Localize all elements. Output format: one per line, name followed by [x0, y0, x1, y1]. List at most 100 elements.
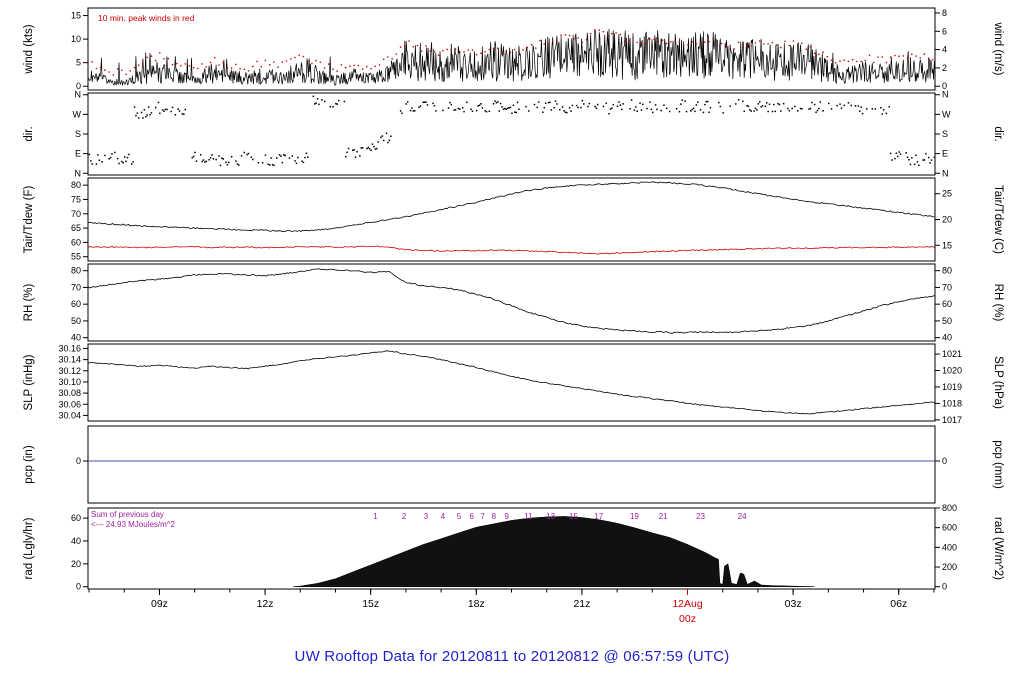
rh-frame [87, 263, 936, 342]
dir-right-tick-label: E [942, 149, 948, 159]
rh-left-tick-label: 70 [71, 282, 81, 292]
tdew_f-trace [88, 245, 935, 255]
rh-left-tick-label: 80 [71, 266, 81, 276]
wind-right-tick-label: 8 [942, 8, 947, 18]
pcp-left-tick-label: 0 [76, 456, 81, 466]
dir-left-axis-title: dir. [23, 126, 35, 141]
dir-left-tick-label: N [75, 168, 82, 178]
wind-right-tick-label: 2 [942, 63, 947, 73]
wind-left-tick-label: 10 [71, 34, 81, 44]
wind-right-tick-label: 6 [942, 26, 947, 36]
slp-right-tick-label: 1021 [942, 349, 962, 359]
rad-hour-mark: 11 [524, 512, 533, 521]
rh-right-tick-label: 70 [942, 282, 952, 292]
rad-hour-mark: 9 [504, 512, 509, 521]
rad-hour-mark: 1 [373, 512, 378, 521]
rad-hour-mark: 3 [424, 512, 429, 521]
wind-speed-trace [88, 28, 935, 86]
rh-right-axis-title: RH (%) [992, 284, 1004, 322]
rh-left-tick-label: 50 [71, 316, 81, 326]
pcp-frame [87, 425, 936, 504]
rad-right-axis-title: rad (W/m^2) [992, 517, 1004, 580]
slp-left-tick-label: 30.16 [58, 343, 81, 353]
rad-hour-mark: 6 [469, 512, 474, 521]
rad-hour-mark: 13 [546, 512, 555, 521]
slp-left-axis-title: SLP (inHg) [23, 354, 35, 410]
wind-left-axis-title: wind (kts) [23, 24, 35, 74]
wind-right-tick-label: 0 [942, 81, 947, 91]
tair_f-trace [88, 181, 935, 233]
pcp-right-axis-title: pcp (mm) [992, 440, 1004, 489]
panel-pcp: 0 0 pcp (in) pcp (mm) [23, 425, 1004, 504]
tair_tdew-right-axis-title: Tair/Tdew (C) [992, 185, 1004, 254]
rh-left-axis-title: RH (%) [23, 283, 35, 321]
slp-right-tick-label: 1017 [942, 415, 962, 425]
rad-hour-mark: 19 [630, 512, 639, 521]
slp-plot-area [88, 350, 935, 415]
rad-plot-area [293, 516, 815, 587]
rad-hour-mark: 5 [457, 512, 462, 521]
dir-left-tick-label: W [73, 109, 82, 119]
x-tick-label: 12Aug [672, 598, 703, 610]
dir-left-tick-label: N [75, 90, 82, 100]
slp-right-tick-label: 1020 [942, 366, 962, 376]
panel-wind: 0 5 10 15 0 2 4 6 8 wind (kts) wind (m/s) 10 min. p… [23, 7, 1004, 91]
slp-left-tick-label: 30.08 [58, 388, 81, 398]
dir-right-axis-title: dir. [992, 126, 1004, 141]
rad-hour-mark: 2 [402, 512, 407, 521]
slp_inhg-trace [88, 350, 935, 415]
slp-left-tick-label: 30.06 [58, 399, 81, 409]
wind-right-axis-title: wind (m/s) [992, 21, 1004, 75]
wind-frame [87, 7, 936, 91]
rad-right-tick-label: 0 [942, 582, 947, 592]
panel-tair_tdew: 55 60 65 70 75 80 15 20 25 Tair/Tdew (F) Tair/Tdew… [23, 177, 1004, 262]
x-tick-label: 12z [257, 598, 274, 610]
x-tick-label: 06z [890, 598, 907, 610]
x-tick-label: 03z [785, 598, 802, 610]
tair_tdew-left-tick-label: 75 [71, 194, 81, 204]
tair_tdew-right-tick-label: 20 [942, 215, 952, 225]
slp-left-tick-label: 30.04 [58, 410, 81, 420]
wind-dir-dots [88, 95, 935, 167]
rh-right-tick-label: 80 [942, 266, 952, 276]
tair_tdew-left-tick-label: 60 [71, 237, 81, 247]
dir-right-tick-label: N [942, 168, 949, 178]
rh-right-tick-label: 40 [942, 333, 952, 343]
wind-left-tick-label: 5 [76, 58, 81, 68]
tair_tdew-left-tick-label: 65 [71, 223, 81, 233]
x-tick-label: 21z [573, 598, 590, 610]
rad-left-tick-label: 60 [71, 513, 81, 523]
panel-rh: 40 50 60 70 80 40 50 60 70 80 RH (%) RH (%) [23, 263, 1004, 343]
pcp-left-axis-title: pcp (in) [23, 445, 35, 484]
rad-right-tick-label: 800 [942, 503, 957, 513]
slp-frame [87, 343, 936, 422]
rad-sum-note-line1: Sum of previous day [91, 510, 164, 519]
x-axis: 09z 12z 15z 18z 21z 12Aug 00z 03z 06z [88, 589, 935, 625]
rad-hour-mark: 15 [569, 512, 578, 521]
wind-plot-area [88, 28, 935, 86]
slp-left-tick-label: 30.12 [58, 366, 81, 376]
wind-peak-dots [88, 29, 934, 76]
dir-left-tick-label: S [75, 129, 81, 139]
rh-left-tick-label: 40 [71, 333, 81, 343]
rad-left-axis-title: rad (Lgly/hr) [23, 517, 35, 579]
wind-left-tick-label: 0 [76, 81, 81, 91]
tair_tdew-left-tick-label: 55 [71, 252, 81, 262]
chart-title: UW Rooftop Data for 20120811 to 20120812… [294, 648, 730, 665]
tair_tdew-plot-area [88, 181, 935, 255]
rad-hour-mark: 23 [696, 512, 705, 521]
rad-left-tick-label: 40 [71, 536, 81, 546]
tair_tdew-right-tick-label: 15 [942, 240, 952, 250]
rad-hour-mark: 7 [480, 512, 485, 521]
rad-sum-note-line2: <--- 24.93 MJoules/m^2 [91, 520, 176, 529]
rad-hour-mark: 8 [492, 512, 497, 521]
rad-right-tick-label: 200 [942, 562, 957, 572]
tair_tdew-left-tick-label: 80 [71, 180, 81, 190]
rad-hour-mark: 24 [738, 512, 747, 521]
dir-plot-area [88, 95, 935, 167]
